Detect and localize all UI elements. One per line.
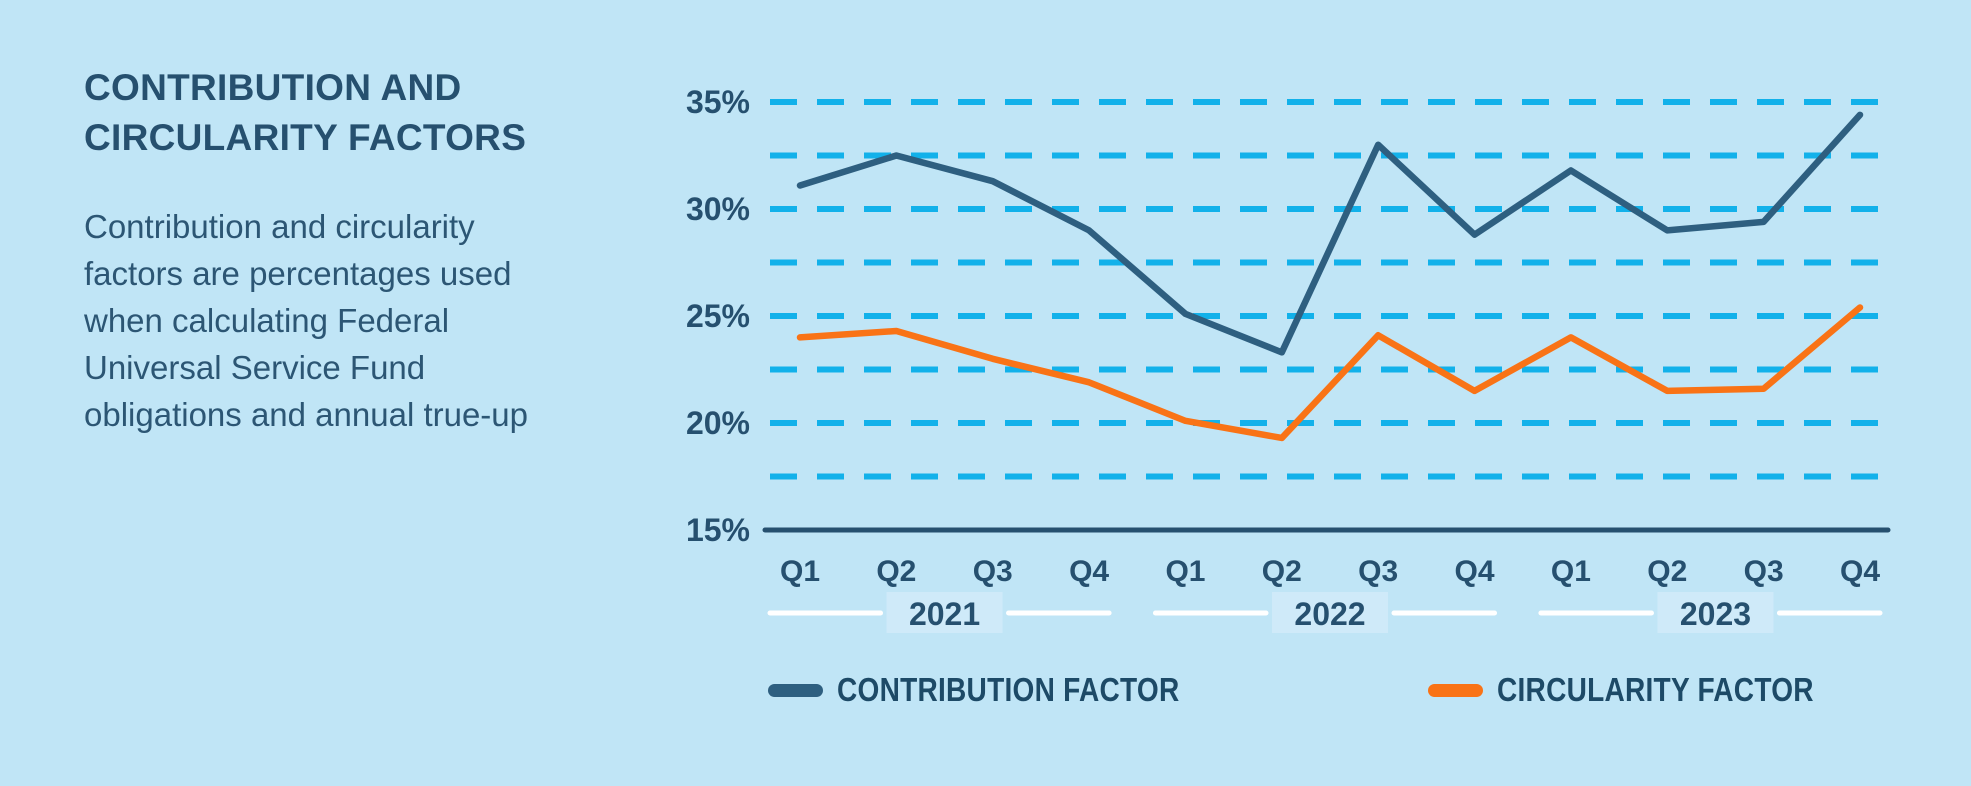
x-tick-label: Q2 xyxy=(876,555,916,588)
description-line: factors are percentages used xyxy=(84,255,512,292)
year-label-box xyxy=(1272,592,1388,633)
x-tick-label: Q3 xyxy=(973,555,1013,588)
x-tick-label: Q4 xyxy=(1840,555,1880,588)
legend-label-contribution: CONTRIBUTION FACTOR xyxy=(837,671,1180,708)
title-line-1: CONTRIBUTION AND xyxy=(84,67,462,108)
x-tick-label: Q3 xyxy=(1358,555,1398,588)
x-tick-label: Q4 xyxy=(1069,555,1109,588)
x-tick-label: Q3 xyxy=(1744,555,1784,588)
description-line: Contribution and circularity xyxy=(84,208,475,245)
contribution-factor-line xyxy=(796,111,1864,356)
legend-item-contribution: CONTRIBUTION FACTOR xyxy=(768,671,1240,708)
year-label: 2023 xyxy=(1680,596,1751,632)
page-title: CONTRIBUTION AND CIRCULARITY FACTORS xyxy=(84,63,604,163)
x-tick-label: Q1 xyxy=(1551,555,1591,588)
year-label: 2021 xyxy=(909,596,980,632)
year-label-box xyxy=(886,592,1003,633)
x-tick-label: Q2 xyxy=(1647,555,1687,588)
x-tick-label: Q1 xyxy=(1165,555,1205,588)
x-tick-label: Q2 xyxy=(1262,555,1302,588)
description-line: when calculating Federal xyxy=(84,302,450,339)
description-line: obligations and annual true-up xyxy=(84,396,529,433)
title-line-2: CIRCULARITY FACTORS xyxy=(84,117,527,158)
x-tick-label: Q1 xyxy=(780,555,820,588)
year-label-box xyxy=(1657,592,1774,633)
year-label: 2022 xyxy=(1294,596,1365,632)
y-tick-label: 20% xyxy=(686,405,750,441)
contribution-line-swatch xyxy=(768,683,823,697)
y-tick-label: 15% xyxy=(686,512,750,548)
y-tick-label: 25% xyxy=(686,298,750,334)
chart-description: Contribution and circularity factors are… xyxy=(84,203,604,438)
x-tick-label: Q4 xyxy=(1455,555,1495,588)
circularity-line-swatch xyxy=(1428,683,1483,697)
circularity-factor-line xyxy=(796,304,1864,442)
description-line: Universal Service Fund xyxy=(84,349,426,386)
y-tick-label: 30% xyxy=(686,191,750,227)
y-tick-label: 35% xyxy=(686,84,750,120)
legend-item-circularity: CIRCULARITY FACTOR xyxy=(1428,671,1870,708)
legend-label-circularity: CIRCULARITY FACTOR xyxy=(1497,671,1814,708)
